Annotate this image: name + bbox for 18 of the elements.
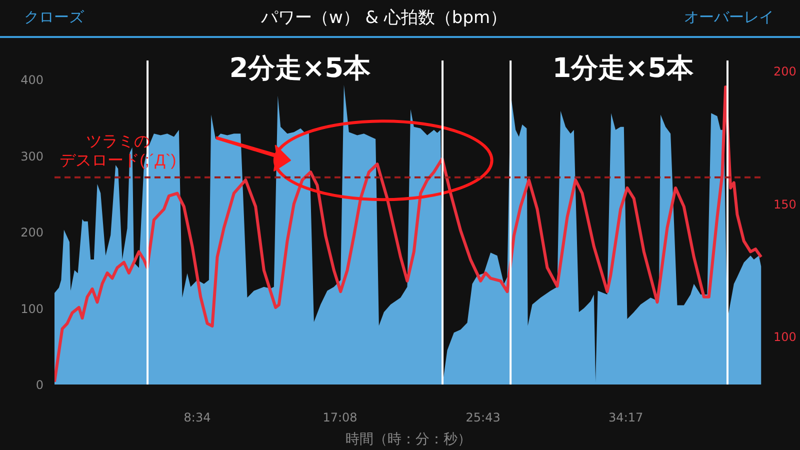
text: オーバーレイ: [684, 7, 775, 28]
annotation: 2分走×5本: [229, 52, 371, 86]
x-tick-label: 34:17: [608, 410, 644, 424]
x-axis-title: 時間（時：分：秒）: [346, 432, 472, 448]
y-tick-label: 300: [20, 149, 44, 164]
annotation: 1分走×5本: [552, 52, 694, 86]
y2-tick-label: 100: [774, 330, 796, 344]
y-tick-label: 200: [20, 226, 44, 240]
y-tick-label: 0: [36, 378, 44, 392]
chart-title: パワー（w） & 心拍数（bpm）: [260, 6, 508, 30]
text: クローズ: [24, 7, 84, 28]
y2-tick-label: 150: [774, 197, 796, 212]
y2-tick-label: 200: [774, 64, 796, 79]
x-tick-label: 8:34: [184, 410, 211, 424]
x-tick-label: 17:08: [322, 410, 358, 424]
y-tick-label: 400: [20, 73, 44, 88]
x-tick-label: 25:43: [466, 410, 500, 424]
y-tick-label: 100: [20, 302, 44, 316]
